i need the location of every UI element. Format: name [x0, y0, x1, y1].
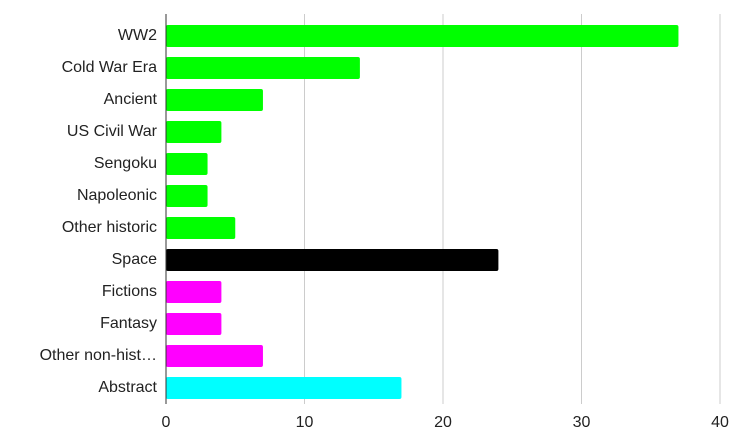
y-tick-label: Other non-hist… — [40, 347, 157, 364]
y-tick-label: US Civil War — [67, 123, 158, 140]
bar — [166, 121, 222, 143]
y-tick-label: Ancient — [104, 91, 158, 108]
bar — [166, 185, 208, 207]
y-tick-label: Abstract — [98, 379, 157, 396]
y-tick-label: Fictions — [102, 283, 157, 300]
x-tick-label: 30 — [573, 414, 591, 431]
bar — [166, 281, 222, 303]
y-tick-label: Napoleonic — [77, 187, 157, 204]
bar — [166, 57, 360, 79]
y-tick-label: WW2 — [118, 27, 157, 44]
bar — [166, 249, 499, 271]
bar — [166, 377, 402, 399]
bar — [166, 217, 236, 239]
y-tick-label: Other historic — [62, 219, 157, 236]
x-tick-label: 40 — [711, 414, 729, 431]
bar — [166, 25, 679, 47]
y-tick-label: Fantasy — [100, 315, 157, 332]
x-tick-label: 10 — [296, 414, 314, 431]
y-tick-label: Sengoku — [94, 155, 157, 172]
y-tick-label: Space — [112, 251, 157, 268]
bar — [166, 313, 222, 335]
y-tick-label: Cold War Era — [62, 59, 158, 76]
bar — [166, 89, 263, 111]
bar — [166, 153, 208, 175]
x-tick-label: 0 — [162, 414, 171, 431]
x-tick-label: 20 — [434, 414, 452, 431]
bar — [166, 345, 263, 367]
